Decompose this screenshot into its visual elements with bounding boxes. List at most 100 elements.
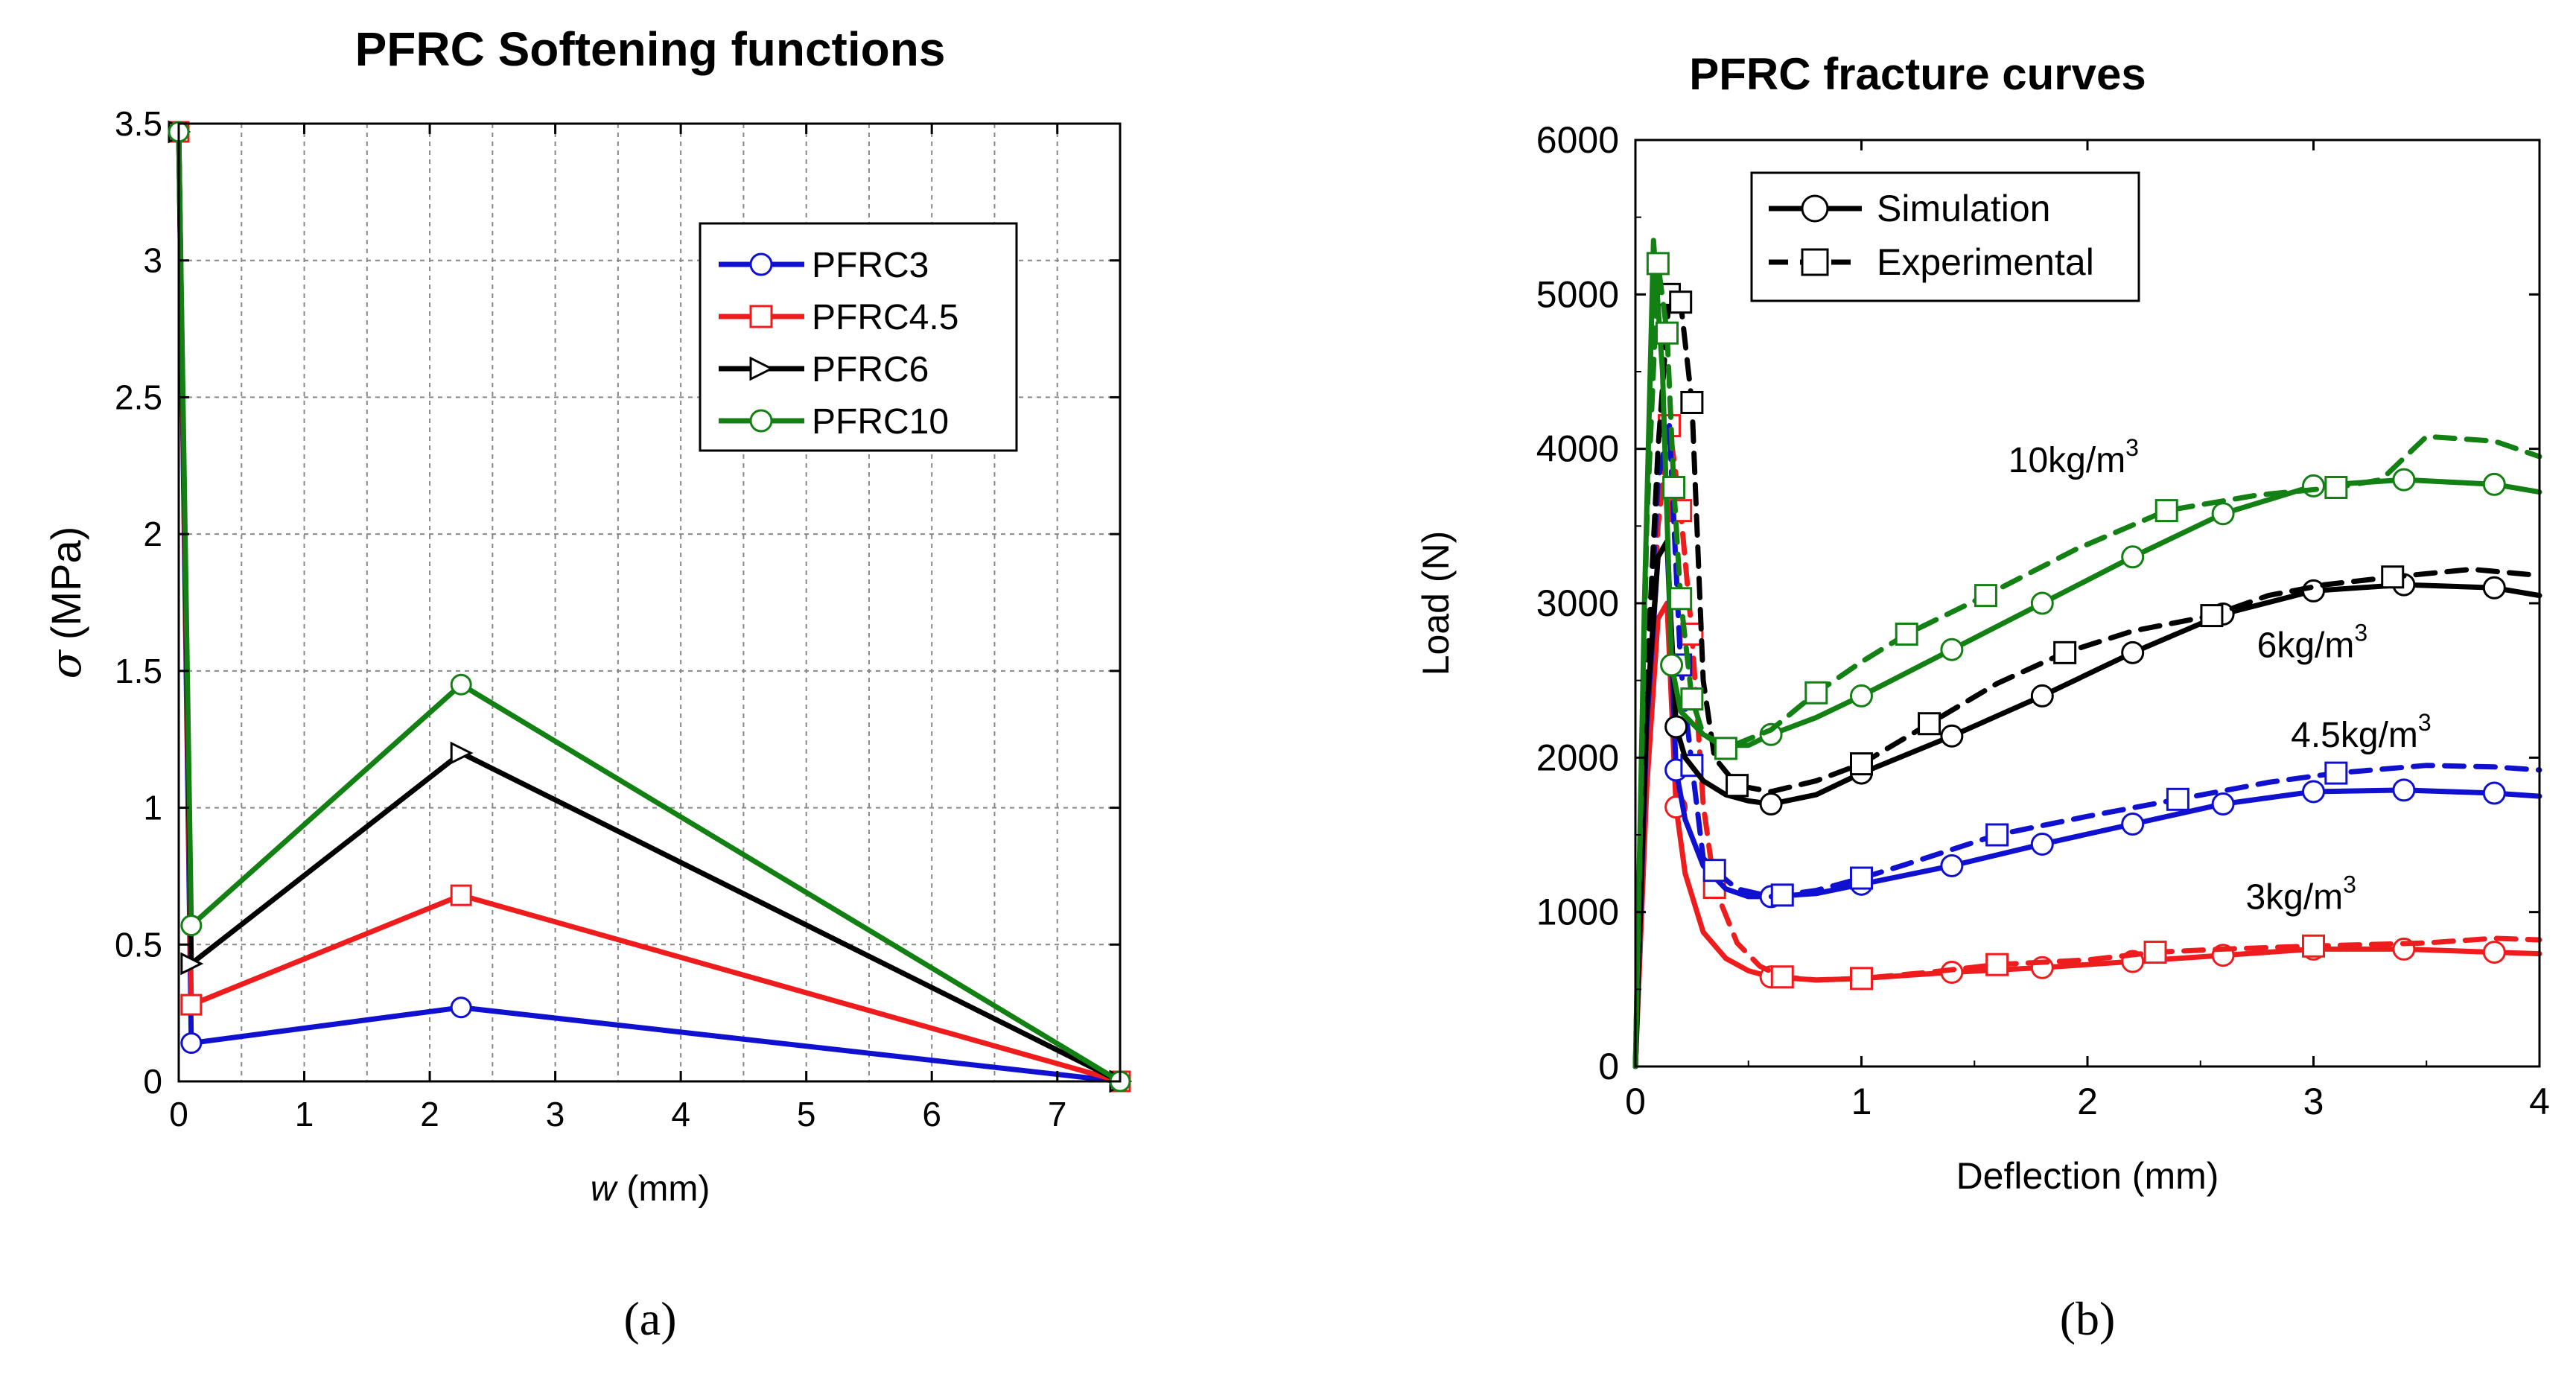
softening-series-line bbox=[176, 131, 1122, 1084]
fracture-data-point bbox=[1850, 866, 1873, 890]
softening-data-point bbox=[180, 1032, 203, 1055]
fracture-data-point bbox=[1714, 737, 1737, 760]
softening-chart-title: PFRC Softening functions bbox=[355, 22, 946, 76]
fracture-x-axis-label: Deflection (mm) bbox=[1956, 1155, 2219, 1197]
softening-y-tick-label: 2 bbox=[143, 515, 162, 553]
fracture-annotation-superscript: 3 bbox=[2354, 620, 2367, 646]
softening-legend-item: PFRC10 bbox=[719, 402, 949, 442]
fracture-series-3kg-m3-experimental bbox=[1632, 414, 2542, 1069]
fracture-series-line bbox=[1632, 261, 2542, 1069]
fracture-data-point bbox=[2030, 591, 2054, 615]
softening-x-tick-label: 7 bbox=[1048, 1095, 1067, 1134]
softening-legend-label: PFRC6 bbox=[812, 350, 929, 390]
fracture-y-tick-label: 6000 bbox=[1536, 119, 1619, 161]
fracture-data-point bbox=[1850, 967, 1873, 991]
fracture-data-point bbox=[1918, 712, 1941, 736]
softening-data-point bbox=[180, 952, 204, 976]
fracture-annotation-superscript: 3 bbox=[2125, 434, 2139, 461]
fracture-data-point bbox=[1804, 681, 1828, 705]
fracture-annotation-2: 4.5kg/m3 bbox=[2291, 709, 2432, 755]
softening-y-axis-unit: (MPa) bbox=[42, 527, 89, 640]
fracture-legend-box bbox=[1750, 171, 2140, 302]
fracture-legend-label: Simulation bbox=[1877, 188, 2050, 229]
softening-legend-items: PFRC3 PFRC4.5 PFRC6 PFRC10 bbox=[719, 246, 958, 442]
fracture-data-point bbox=[2121, 812, 2145, 836]
panel-label-b: (b) bbox=[2060, 1292, 2116, 1345]
softening-data-point bbox=[450, 996, 472, 1019]
softening-y-tick-label: 0 bbox=[143, 1062, 162, 1101]
softening-x-axis-label: w (mm) bbox=[591, 1169, 710, 1209]
softening-x-tick-label: 1 bbox=[295, 1095, 314, 1134]
fracture-x-tick-label: 3 bbox=[2303, 1081, 2324, 1122]
softening-x-axis-unit: (mm) bbox=[626, 1169, 710, 1209]
fracture-chart: PFRC fracture curves 0 1 2 3 4 0 1000 2000 3000 4… bbox=[1415, 49, 2550, 1197]
fracture-data-point bbox=[2482, 576, 2506, 600]
fracture-series-10kg-m3-experimental bbox=[1632, 252, 2542, 1069]
fracture-data-point bbox=[2324, 476, 2348, 499]
softening-legend: PFRC3 PFRC4.5 PFRC6 PFRC10 bbox=[699, 222, 1018, 452]
softening-y-tick-label: 3.5 bbox=[115, 104, 162, 143]
fracture-data-point bbox=[2392, 468, 2416, 492]
fracture-annotation-text: 10kg/m bbox=[2009, 441, 2125, 480]
fracture-x-tick-label: 0 bbox=[1625, 1081, 1646, 1122]
softening-data-point bbox=[180, 915, 203, 937]
fracture-y-axis-label: Load (N) bbox=[1415, 531, 1457, 676]
fracture-data-point bbox=[2482, 941, 2506, 964]
fracture-legend-items: Simulation Experimental bbox=[1769, 188, 2094, 283]
fracture-data-point bbox=[2302, 474, 2325, 497]
fracture-data-point bbox=[2211, 502, 2235, 526]
fracture-data-point bbox=[2143, 941, 2167, 964]
fracture-annotation-superscript: 3 bbox=[2343, 871, 2356, 898]
fracture-data-point bbox=[2154, 499, 2178, 523]
softening-y-tick-label: 3 bbox=[143, 241, 162, 280]
fracture-legend: Simulation Experimental bbox=[1750, 171, 2140, 302]
softening-axis-ticks: 0 1 2 3 4 5 6 7 0 0.5 1 1.5 2 2.5 3 3.5 bbox=[115, 104, 1120, 1134]
fracture-data-point bbox=[2302, 934, 2325, 958]
fracture-data-point bbox=[1655, 321, 1679, 345]
softening-x-tick-label: 5 bbox=[797, 1095, 816, 1134]
fracture-y-tick-label: 4000 bbox=[1536, 428, 1619, 470]
softening-legend-label: PFRC4.5 bbox=[812, 298, 958, 337]
softening-legend-item: PFRC4.5 bbox=[719, 298, 958, 337]
softening-y-axis-label: σ (MPa) bbox=[42, 527, 91, 679]
softening-legend-label: PFRC3 bbox=[812, 246, 929, 285]
fracture-data-point bbox=[2324, 761, 2348, 785]
fracture-legend-marker bbox=[1801, 248, 1829, 276]
fracture-x-tick-label: 4 bbox=[2529, 1081, 2550, 1122]
softening-data-point bbox=[450, 673, 472, 696]
softening-data-point bbox=[180, 993, 203, 1016]
fracture-data-point bbox=[1726, 774, 1749, 798]
fracture-data-point bbox=[2482, 472, 2506, 496]
fracture-data-point bbox=[2200, 604, 2224, 628]
softening-data-point bbox=[450, 741, 474, 765]
fracture-data-point bbox=[2121, 545, 2145, 569]
fracture-data-point bbox=[1895, 622, 1918, 646]
softening-y-axis-var: σ bbox=[42, 649, 91, 678]
softening-legend-marker bbox=[749, 252, 773, 276]
fracture-data-point bbox=[2053, 640, 2077, 664]
fracture-series-group bbox=[1632, 238, 2542, 1069]
fracture-annotation-text: 4.5kg/m bbox=[2291, 716, 2418, 755]
fracture-data-point bbox=[1680, 687, 1704, 711]
fracture-data-point bbox=[1985, 823, 2009, 847]
fracture-chart-title: PFRC fracture curves bbox=[1689, 49, 2146, 99]
fracture-legend-label: Experimental bbox=[1877, 241, 2094, 283]
fracture-legend-item: Simulation bbox=[1769, 188, 2050, 229]
softening-legend-label: PFRC10 bbox=[812, 402, 949, 442]
softening-x-tick-label: 0 bbox=[169, 1095, 188, 1134]
fracture-x-tick-label: 2 bbox=[2077, 1081, 2098, 1122]
softening-x-tick-label: 6 bbox=[922, 1095, 941, 1134]
fracture-data-point bbox=[2482, 781, 2506, 805]
fracture-data-point bbox=[1702, 859, 1726, 883]
softening-chart: PFRC Softening functions 0 1 2 3 4 5 6 7 0 0.5 1 1.… bbox=[42, 22, 1133, 1209]
softening-y-tick-label: 1 bbox=[143, 789, 162, 827]
fracture-y-tick-label: 0 bbox=[1598, 1046, 1619, 1087]
softening-legend-item: PFRC3 bbox=[719, 246, 929, 285]
softening-legend-marker bbox=[749, 409, 773, 433]
softening-x-tick-label: 3 bbox=[546, 1095, 565, 1134]
softening-legend-marker bbox=[749, 305, 773, 328]
fracture-y-tick-label: 5000 bbox=[1536, 273, 1619, 315]
fracture-data-point bbox=[1669, 587, 1693, 611]
